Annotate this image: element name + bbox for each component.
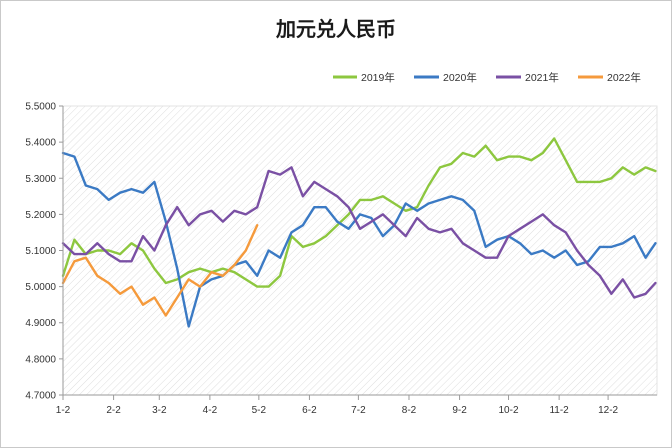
y-tick-label: 5.5000 (25, 102, 56, 113)
legend: 2019年 2020年 2021年 2022年 (333, 71, 641, 84)
series-line-2021 (61, 166, 657, 299)
y-tick-label: 5.0000 (25, 282, 56, 293)
y-tick-label: 4.7000 (25, 391, 56, 402)
series-line-2022 (61, 224, 259, 317)
legend-label: 2021年 (525, 71, 559, 84)
series-line-2019 (61, 137, 657, 288)
x-tick-label: 3-2 (152, 405, 167, 416)
x-axis: 1-2 2-2 3-2 4-2 5-2 6-2 7-2 8-2 9-2 10-2 11-2 12-2 (56, 395, 619, 416)
y-axis: 4.7000 4.8000 4.9000 5.0000 5.1000 5.2000 5.30… (25, 102, 63, 402)
x-tick-label: 8-2 (402, 405, 417, 416)
y-tick-label: 5.3000 (25, 174, 56, 185)
x-tick-label: 2-2 (106, 405, 121, 416)
x-tick-label: 4-2 (203, 405, 218, 416)
y-tick-label: 5.4000 (25, 138, 56, 149)
legend-item-2020: 2020年 (414, 71, 477, 84)
x-tick-label: 7-2 (351, 405, 366, 416)
legend-item-2019: 2019年 (333, 71, 395, 84)
legend-item-2022: 2022年 (578, 71, 641, 84)
y-tick-label: 4.9000 (25, 318, 56, 329)
legend-label: 2019年 (361, 71, 395, 84)
plot-area (62, 105, 658, 396)
legend-item-2021: 2021年 (496, 71, 559, 84)
x-tick-label: 9-2 (452, 405, 467, 416)
x-tick-label: 1-2 (56, 405, 71, 416)
x-tick-label: 12-2 (598, 405, 618, 416)
series-line-2020 (61, 151, 657, 328)
chart-title: 加元兑人民币 (275, 17, 396, 41)
y-tick-label: 5.1000 (25, 246, 56, 257)
x-tick-label: 10-2 (498, 405, 518, 416)
legend-label: 2020年 (443, 71, 477, 84)
x-tick-label: 6-2 (302, 405, 317, 416)
x-tick-label: 11-2 (549, 405, 569, 416)
y-tick-label: 5.2000 (25, 210, 56, 221)
series-layer (61, 137, 657, 328)
legend-label: 2022年 (607, 71, 641, 84)
x-tick-label: 5-2 (252, 405, 267, 416)
y-tick-label: 4.8000 (25, 354, 56, 365)
